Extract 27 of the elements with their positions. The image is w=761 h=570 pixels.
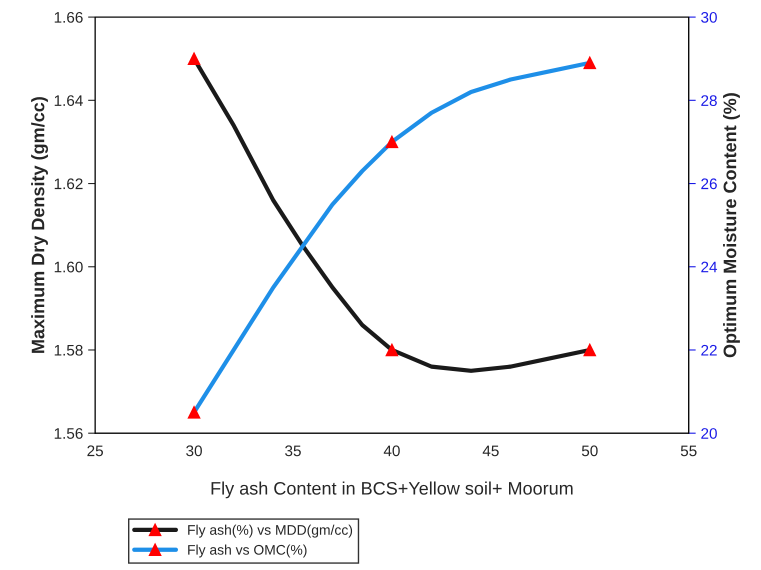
- y2-tick-label: 30: [701, 12, 717, 23]
- y2-tick-label: 28: [701, 95, 717, 106]
- point: [188, 406, 200, 419]
- point: [386, 136, 398, 148]
- legend-label: Fly ash(%) vs MDD(gm/cc): [188, 524, 352, 538]
- x-tick-label: 30: [186, 445, 202, 456]
- x-tick-label: 50: [582, 445, 598, 456]
- x-tick-label: 35: [285, 445, 301, 456]
- y2-tick-label: 20: [701, 428, 717, 439]
- x-tick-label: 25: [87, 445, 103, 456]
- x-tick-label: 55: [680, 446, 697, 456]
- point: [584, 56, 596, 70]
- x-tick-label: 45: [482, 446, 499, 456]
- x-axis-title: Fly ash Content in BCS+Yellow soil+ Moorum: [212, 481, 573, 498]
- legend-label: Fly ash vs OMC(%): [188, 544, 307, 558]
- y-tick-label: 1.66: [54, 12, 83, 23]
- y-tick-label: 1.64: [54, 95, 83, 106]
- y2-tick-label: 26: [701, 178, 717, 190]
- y2-axis-title: Optimum Moisture Content (%): [723, 93, 740, 358]
- x-tick-label: 40: [384, 445, 400, 456]
- y-tick-label: 1.60: [54, 262, 83, 272]
- y2-tick-label: 22: [701, 344, 717, 356]
- y-tick-label: 1.56: [54, 428, 83, 439]
- y-tick-label: 1.58: [54, 344, 83, 356]
- y2-tick-label: 24: [701, 262, 718, 272]
- y-axis-title: Maximum Dry Density (gm/cc): [31, 97, 48, 353]
- y-tick-label: 1.62: [54, 178, 83, 190]
